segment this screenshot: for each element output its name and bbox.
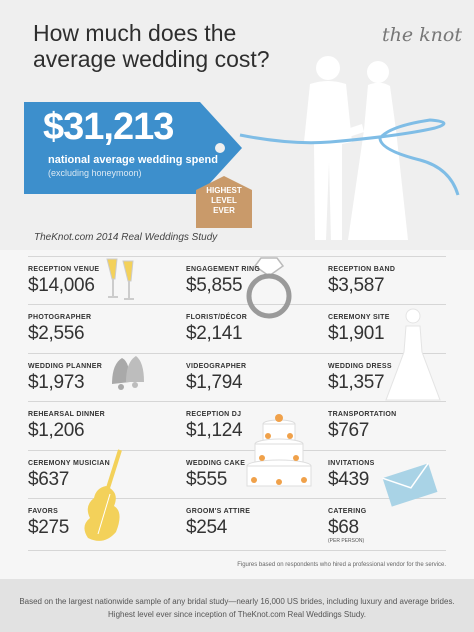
cost-item-value: $1,124 [186, 420, 243, 441]
violin-icon [84, 449, 122, 541]
brand-logo: the knot [382, 24, 462, 46]
row-divider [28, 304, 446, 305]
cost-item-label: WEDDING CAKE [186, 460, 246, 467]
cost-item-value: $5,855 [186, 275, 243, 296]
title-line-2: average wedding cost? [33, 46, 270, 72]
badge-line-2: LEVEL [211, 196, 237, 205]
cost-item-value: $1,901 [328, 323, 385, 344]
badge-line-3: EVER [213, 206, 235, 215]
cost-item-value: $68 [328, 517, 359, 538]
cost-item-label: FAVORS [28, 508, 59, 515]
cost-item: CATERING $68 (PER PERSON) [328, 508, 366, 544]
cost-item-value: $254 [186, 517, 228, 538]
cost-item-value: $1,794 [186, 372, 243, 393]
cost-item: CEREMONY SITE $1,901 [328, 314, 390, 345]
cost-item-label: RECEPTION DJ [186, 411, 242, 418]
cost-item-label: VIDEOGRAPHER [186, 363, 247, 370]
cost-item-label: RECEPTION VENUE [28, 266, 100, 273]
cost-item: FLORIST/DÉCOR $2,141 [186, 314, 247, 345]
price-tag-icon [24, 102, 242, 194]
cost-item-label: WEDDING PLANNER [28, 363, 103, 370]
study-source: TheKnot.com 2014 Real Weddings Study [34, 232, 218, 243]
footnote: Figures based on respondents who hired a… [237, 562, 446, 568]
diamond-ring-icon [246, 257, 292, 319]
cost-item: TRANSPORTATION $767 [328, 411, 397, 442]
cost-item: RECEPTION VENUE $14,006 [28, 266, 99, 297]
title-line-1: How much does the [33, 20, 237, 46]
cost-item: PHOTOGRAPHER $2,556 [28, 314, 91, 345]
cost-item-value: $1,357 [328, 372, 385, 393]
average-cost-amount: $31,213 [43, 106, 174, 148]
average-cost-note: (excluding honeymoon) [48, 168, 142, 178]
cost-item: REHEARSAL DINNER $1,206 [28, 411, 105, 442]
champagne-glasses-icon [106, 258, 134, 300]
highest-badge-arrow [196, 176, 252, 228]
cost-item: WEDDING PLANNER $1,973 [28, 363, 102, 394]
cost-item-label: PHOTOGRAPHER [28, 314, 92, 321]
cost-item-label: CEREMONY SITE [328, 314, 390, 321]
page-title: How much does the average wedding cost? [33, 20, 323, 72]
cost-item-value: $555 [186, 469, 228, 490]
cost-item-value: $3,587 [328, 275, 385, 296]
cost-item-label: GROOM'S ATTIRE [186, 508, 251, 515]
cost-item-label: CEREMONY MUSICIAN [28, 460, 110, 467]
row-divider [28, 256, 446, 257]
cost-item-label: REHEARSAL DINNER [28, 411, 106, 418]
footer-band [0, 579, 474, 632]
row-divider [28, 353, 446, 354]
cost-item-label: CATERING [328, 508, 367, 515]
envelope-icon [382, 462, 438, 507]
cost-item-label: FLORIST/DÉCOR [186, 314, 248, 321]
cost-item: RECEPTION DJ $1,124 [186, 411, 243, 442]
badge-line-1: HIGHEST [206, 186, 242, 195]
cost-item: FAVORS $275 [28, 508, 69, 539]
cost-item-value: $275 [28, 517, 70, 538]
cost-item-label: RECEPTION BAND [328, 266, 396, 273]
row-divider [28, 401, 446, 402]
row-divider [28, 450, 446, 451]
cost-item-label: ENGAGEMENT RING [186, 266, 261, 273]
row-divider [28, 498, 446, 499]
cost-item-label: INVITATIONS [328, 460, 375, 467]
cost-item-value: $637 [28, 469, 70, 490]
cost-item: VIDEOGRAPHER $1,794 [186, 363, 246, 394]
row-divider [28, 550, 446, 551]
average-cost-label: national average wedding spend [48, 154, 218, 166]
couple-silhouette-icon [239, 56, 460, 241]
wedding-cake-icon [246, 414, 312, 487]
bride-dress-icon [385, 308, 441, 401]
footer-line-2: Highest level ever since inception of Th… [108, 610, 366, 619]
footer-line-1: Based on the largest nationwide sample o… [19, 597, 455, 606]
cost-item-label: WEDDING DRESS [328, 363, 392, 370]
cost-item: WEDDING CAKE $555 [186, 460, 245, 491]
cost-item: GROOM'S ATTIRE $254 [186, 508, 250, 539]
cost-item: CEREMONY MUSICIAN $637 [28, 460, 110, 491]
cost-item: RECEPTION BAND $3,587 [328, 266, 395, 297]
cost-item: WEDDING DRESS $1,357 [328, 363, 392, 394]
cost-item-label: TRANSPORTATION [328, 411, 397, 418]
cost-item-value: $1,973 [28, 372, 85, 393]
cost-item-value: $439 [328, 469, 370, 490]
cost-item-note: (PER PERSON) [328, 538, 365, 544]
wedding-bells-icon [112, 356, 144, 390]
cost-item-value: $2,556 [28, 323, 85, 344]
cost-item-value: $2,141 [186, 323, 243, 344]
cost-item-value: $767 [328, 420, 370, 441]
cost-item-value: $1,206 [28, 420, 85, 441]
cost-item: ENGAGEMENT RING $5,855 [186, 266, 260, 297]
highest-badge-text: HIGHEST LEVEL EVER [198, 186, 250, 216]
cost-item: INVITATIONS $439 [328, 460, 375, 491]
cost-item-value: $14,006 [28, 275, 95, 296]
